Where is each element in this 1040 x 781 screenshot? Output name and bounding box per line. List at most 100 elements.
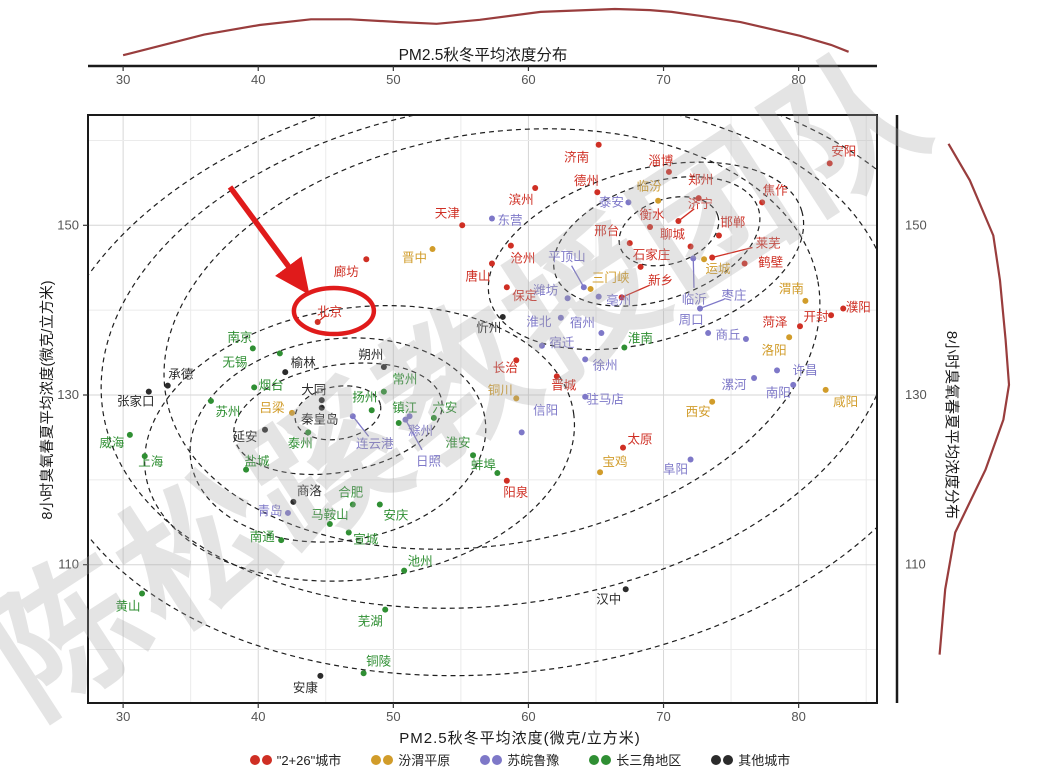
city-label-洛阳: 洛阳	[762, 342, 787, 357]
label-connector	[352, 415, 370, 437]
city-label-池州: 池州	[408, 555, 433, 569]
city-label-沧州: 沧州	[510, 251, 535, 266]
city-label-晋城: 晋城	[551, 378, 577, 392]
city-point-合肥	[349, 501, 356, 508]
city-point-太原	[620, 444, 627, 451]
legend-label: 苏皖鲁豫	[507, 753, 560, 768]
city-label-商洛: 商洛	[297, 483, 323, 498]
city-label-临汾: 临汾	[637, 180, 663, 194]
city-label-滨州: 滨州	[509, 192, 534, 207]
city-label-咸阳: 咸阳	[833, 395, 858, 409]
city-point-开封	[828, 312, 835, 319]
legend-dot-icon	[601, 754, 612, 765]
city-label-信阳: 信阳	[533, 403, 558, 417]
city-point-常州	[380, 388, 387, 395]
top-density-title: PM2.5秋冬平均浓度分布	[399, 46, 568, 64]
legend-label: 其他城市	[738, 753, 791, 768]
city-point-晋中	[429, 246, 436, 253]
x-tick-label: 80	[791, 709, 805, 724]
city-point-铜川	[513, 395, 520, 402]
city-label-济南: 济南	[564, 150, 589, 165]
city-label-淮南: 淮南	[628, 330, 653, 345]
city-label-枣庄: 枣庄	[722, 287, 747, 302]
city-label-漯河: 漯河	[722, 378, 748, 392]
city-label-濮阳: 濮阳	[846, 299, 871, 314]
city-point-商丘	[742, 336, 749, 342]
label-connector	[571, 265, 585, 288]
city-point-许昌	[774, 367, 781, 374]
city-label-宿州: 宿州	[570, 315, 595, 330]
density-contour	[553, 176, 761, 307]
city-label-莱芜: 莱芜	[756, 237, 781, 251]
city-label-太原: 太原	[627, 432, 652, 447]
city-point-烟台	[251, 384, 258, 391]
city-point-石家庄	[637, 263, 644, 270]
legend-dot-icon	[589, 754, 600, 765]
legend-dot-icon	[249, 754, 260, 765]
city-point-承德	[164, 382, 171, 389]
city-label-淄博: 淄博	[648, 153, 674, 168]
city-point-新乡	[618, 294, 625, 301]
top-axis-ticks: 30 40 50 60 70 80	[116, 66, 806, 87]
right-axis-ticks: 150 130 110	[905, 217, 927, 571]
y-tick-label: 130	[57, 387, 79, 402]
legend-dot-pair-icon	[249, 754, 272, 765]
city-point-泰州	[305, 429, 312, 436]
red-circle-annotation	[291, 285, 377, 337]
axis-tick-labels: 30 40 50 60 70 80 110 130 150	[57, 217, 806, 724]
label-connector	[712, 246, 753, 259]
city-label-承德: 承德	[168, 367, 194, 382]
legend-dot-pair-icon	[711, 754, 734, 765]
city-label-亳州: 亳州	[606, 293, 631, 308]
city-point-渭南	[802, 297, 809, 304]
density-contour	[163, 128, 821, 550]
city-label-唐山: 唐山	[465, 268, 490, 283]
city-label-吕梁: 吕梁	[259, 400, 285, 415]
city-label-烟台: 烟台	[259, 377, 284, 392]
city-label-商丘: 商丘	[715, 327, 740, 342]
legend-dot-icon	[492, 754, 503, 765]
density-contour	[189, 337, 487, 543]
city-label-西安: 西安	[686, 404, 711, 419]
city-point-北京	[314, 319, 321, 326]
legend-item-s: 苏皖鲁豫	[480, 750, 559, 769]
right-tick-label: 130	[905, 387, 927, 402]
city-label-南京: 南京	[227, 329, 252, 344]
city-label-阳泉: 阳泉	[503, 485, 529, 500]
city-label-苏州: 苏州	[215, 404, 240, 419]
legend-dot-pair-icon	[371, 754, 394, 765]
city-point-池州	[401, 567, 408, 574]
city-point-潍坊	[564, 295, 571, 302]
city-label-聊城: 聊城	[660, 228, 686, 242]
city-point-盐城	[243, 466, 250, 473]
city-point-苏州	[207, 397, 214, 404]
top-tick-label: 30	[116, 72, 130, 87]
city-point-衡水	[647, 224, 654, 230]
x-tick-label: 40	[251, 709, 265, 724]
city-point-宿迁	[538, 342, 545, 349]
city-point-枣庄	[697, 305, 704, 312]
city-point-郑州	[695, 195, 702, 202]
city-point-亳州	[595, 293, 602, 300]
city-label-张家口: 张家口	[117, 394, 155, 409]
legend-dot-icon	[383, 754, 394, 765]
city-point-保定	[503, 284, 510, 291]
city-label-临沂: 临沂	[682, 292, 707, 306]
city-label-盐城: 盐城	[245, 455, 271, 469]
right-density-title: 8小时臭氧春夏平均浓度分布	[943, 331, 960, 519]
city-label-邢台: 邢台	[594, 223, 619, 238]
gridlines	[88, 115, 877, 703]
city-point-榆林	[282, 369, 289, 376]
city-label-汉中: 汉中	[596, 591, 621, 606]
city-point-大同	[318, 397, 325, 404]
city-label-驻马店: 驻马店	[586, 392, 624, 407]
city-point-平顶山	[580, 284, 587, 291]
city-point-济宁	[675, 218, 682, 225]
x-tick-label: 60	[521, 709, 535, 724]
city-point-汉中	[622, 586, 629, 593]
city-point-忻州	[499, 313, 506, 320]
city-point-吕梁	[289, 409, 296, 416]
city-label-宝鸡: 宝鸡	[603, 454, 628, 469]
city-label-马鞍山: 马鞍山	[311, 508, 349, 522]
city-point-淮北	[557, 314, 564, 321]
